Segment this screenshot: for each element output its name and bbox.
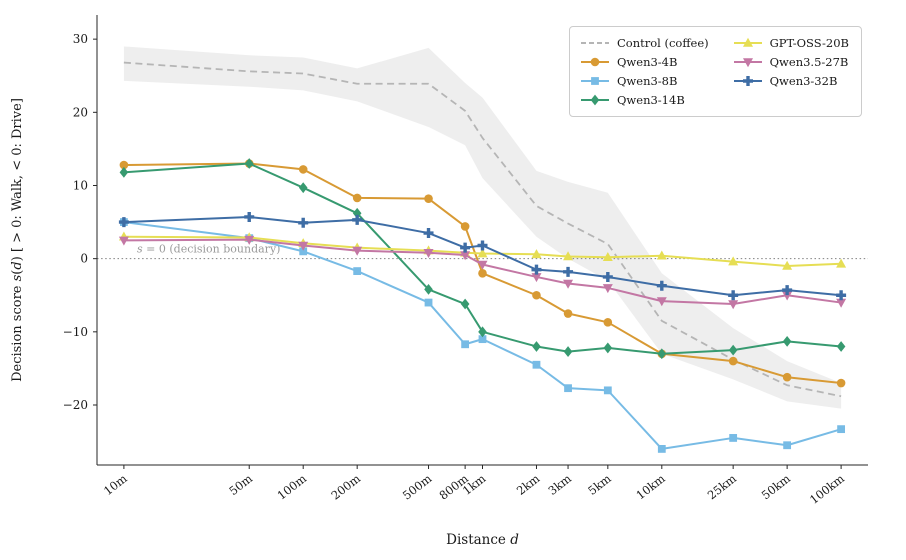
triangle-down-legend-icon: [733, 58, 762, 68]
legend-item-qwen3-14b: Qwen3-14B: [580, 91, 709, 109]
series-line-qwen3-5-27b: [123, 238, 842, 306]
control-band: [123, 46, 842, 409]
legend-label: GPT-OSS-20B: [769, 36, 849, 50]
series-markers-qwen3-5-27b: [118, 235, 847, 310]
series-line-gpt-oss-20b: [123, 235, 842, 267]
svg-text:3km: 3km: [545, 471, 574, 498]
plus-legend-icon: [733, 76, 762, 86]
legend-label: Qwen3-32B: [769, 74, 838, 88]
svg-text:500m: 500m: [400, 471, 435, 502]
svg-text:10km: 10km: [633, 471, 667, 502]
svg-text:100m: 100m: [275, 471, 310, 502]
series-line-qwen3-4b: [123, 162, 842, 385]
legend-label: Qwen3-4B: [617, 55, 678, 69]
diamond-legend-icon: [581, 94, 609, 106]
legend-label: Control (coffee): [617, 36, 709, 50]
triangle-up-legend-icon: [733, 37, 762, 47]
legend: Control (coffee) Qwen3-4B Qwen3-8B Qwen3-14…: [569, 26, 862, 117]
svg-text:100km: 100km: [807, 471, 847, 507]
series-line-control-coffee: [123, 61, 842, 398]
circle-legend-icon: [581, 57, 609, 67]
zero-annotation: s = 0 (decision boundary): [137, 243, 280, 256]
series-line-qwen3-32b: [123, 215, 842, 297]
legend-label: Qwen3-14B: [617, 93, 685, 107]
legend-column: GPT-OSS-20B Qwen3.5-27B Qwen3-32B: [733, 34, 849, 109]
svg-text:30: 30: [73, 32, 88, 46]
legend-item-gpt-oss-20b: GPT-OSS-20B: [733, 34, 849, 52]
svg-text:25km: 25km: [705, 471, 739, 502]
svg-text:50km: 50km: [759, 471, 793, 502]
legend-label: Qwen3.5-27B: [769, 55, 849, 69]
legend-item-qwen3-32b: Qwen3-32B: [733, 72, 849, 90]
svg-text:−20: −20: [63, 398, 88, 412]
legend-item-qwen3-5-27b: Qwen3.5-27B: [733, 53, 849, 71]
svg-text:5km: 5km: [585, 471, 614, 498]
series-markers-qwen3-32b: [118, 211, 847, 301]
svg-text:0: 0: [80, 252, 88, 266]
legend-label: Qwen3-8B: [617, 74, 678, 88]
square-legend-icon: [581, 77, 609, 85]
legend-item-control-coffee: Control (coffee): [580, 34, 709, 52]
series-line-qwen3-8b: [123, 221, 842, 450]
legend-item-qwen3-8b: Qwen3-8B: [580, 72, 709, 90]
series-markers-qwen3-14b: [119, 158, 846, 360]
legend-column: Control (coffee) Qwen3-4B Qwen3-8B Qwen3-14…: [580, 34, 709, 109]
x-axis-label: Distance d: [446, 532, 519, 548]
y-axis-label: Decision score s(d) [ > 0: Walk, < 0: Dr…: [10, 98, 25, 382]
svg-text:10: 10: [73, 178, 88, 192]
svg-text:10m: 10m: [101, 471, 130, 498]
svg-text:20: 20: [73, 105, 88, 119]
dashed-line-legend-icon: [581, 42, 609, 44]
y-tick-labels: −20 −10 0 10 20 30: [63, 32, 97, 412]
series-line-qwen3-14b: [123, 162, 842, 355]
svg-text:2km: 2km: [514, 471, 543, 498]
svg-text:50m: 50m: [226, 471, 255, 498]
svg-text:−10: −10: [63, 325, 88, 339]
legend-item-qwen3-4b: Qwen3-4B: [580, 53, 709, 71]
svg-text:200m: 200m: [329, 471, 364, 502]
